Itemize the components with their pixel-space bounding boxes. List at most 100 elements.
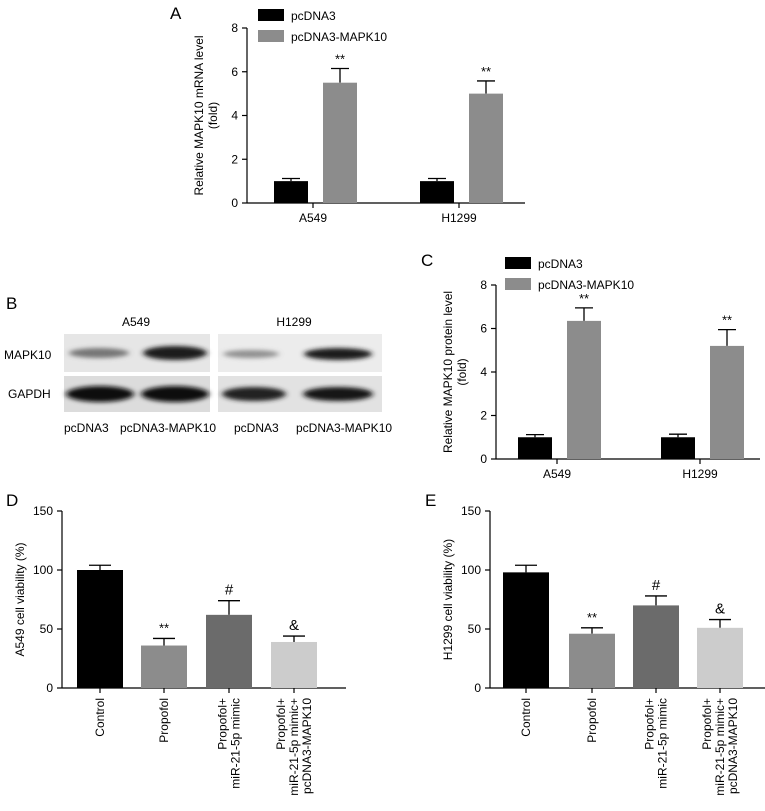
blot-band bbox=[223, 350, 279, 358]
x-tick-label: Propofol+ bbox=[274, 698, 288, 750]
y-tick-label: 0 bbox=[480, 452, 487, 466]
x-tick-label: Control bbox=[519, 698, 533, 737]
y-tick-label: 2 bbox=[231, 152, 238, 166]
bar bbox=[567, 320, 601, 459]
y-axis-label: Relative MAPK10 mRNA level bbox=[192, 35, 206, 195]
blot-band bbox=[222, 387, 286, 401]
y-tick-label: 150 bbox=[33, 504, 53, 518]
chart-d: 0 50 100 150 A549 cell viability (%) Control *… bbox=[13, 504, 346, 796]
bar bbox=[710, 345, 744, 459]
x-tick-label: A549 bbox=[543, 467, 571, 481]
blot-row-gapdh: GAPDH bbox=[8, 387, 51, 401]
y-axis-label: (fold) bbox=[455, 358, 469, 385]
x-tick-label: pcDNA3-MAPK10 bbox=[300, 698, 314, 794]
bar bbox=[77, 570, 123, 688]
x-tick-label: miR-21-5p mimic+ bbox=[713, 698, 727, 796]
bar bbox=[633, 605, 679, 688]
blot-row-mapk10: MAPK10 bbox=[4, 348, 52, 362]
chart-c: 0 2 4 6 8 Relative MAPK10 protein level (fold)… bbox=[441, 257, 760, 481]
panel-letter-b: B bbox=[6, 294, 17, 313]
western-blot: A549 H1299 MAPK10 GAPDH pcDNA3 pcDNA3-MA… bbox=[4, 315, 392, 435]
blot-group-a549: A549 bbox=[122, 315, 150, 329]
blot-band bbox=[303, 387, 373, 401]
x-tick-label: Propofol+ bbox=[643, 698, 657, 750]
y-tick-label: 4 bbox=[480, 365, 487, 379]
legend-swatch bbox=[505, 257, 531, 269]
y-axis-label: H1299 cell viability (%) bbox=[441, 539, 455, 660]
significance-label: ** bbox=[159, 620, 169, 635]
y-tick-label: 0 bbox=[46, 681, 53, 695]
blot-group-h1299: H1299 bbox=[276, 315, 312, 329]
legend-label: pcDNA3 bbox=[538, 257, 583, 271]
significance-label: ** bbox=[579, 291, 589, 306]
x-tick-label: A549 bbox=[299, 211, 327, 225]
chart-e: 0 50 100 150 H1299 cell viability (%) Control… bbox=[441, 504, 765, 796]
legend-swatch bbox=[505, 278, 531, 290]
bar bbox=[274, 181, 308, 203]
bar bbox=[323, 82, 357, 203]
panel-letter-a: A bbox=[170, 4, 182, 23]
y-tick-label: 2 bbox=[480, 409, 487, 423]
y-tick-label: 6 bbox=[231, 65, 238, 79]
legend-swatch bbox=[258, 30, 284, 42]
y-tick-label: 4 bbox=[231, 109, 238, 123]
legend-label: pcDNA3-MAPK10 bbox=[291, 30, 387, 44]
x-tick-label: Propofol+ bbox=[216, 698, 230, 750]
blot-band bbox=[66, 386, 134, 402]
blot-band bbox=[141, 386, 209, 402]
y-axis-label: Relative MAPK10 protein level bbox=[441, 291, 455, 453]
panel-letter-c: C bbox=[421, 251, 433, 270]
legend-label: pcDNA3-MAPK10 bbox=[538, 278, 634, 292]
significance-label: # bbox=[652, 577, 661, 594]
legend-label: pcDNA3 bbox=[291, 9, 336, 23]
significance-label: ** bbox=[722, 313, 732, 328]
x-tick-label: miR-21-5p mimic bbox=[656, 698, 670, 789]
y-tick-label: 100 bbox=[33, 563, 53, 577]
significance-label: ** bbox=[335, 51, 345, 66]
blot-lane-label: pcDNA3-MAPK10 bbox=[296, 421, 392, 435]
blot-lane-label: pcDNA3 bbox=[234, 421, 279, 435]
blot-lane-label: pcDNA3 bbox=[64, 421, 109, 435]
y-tick-label: 0 bbox=[231, 196, 238, 210]
x-tick-label: H1299 bbox=[441, 211, 477, 225]
y-axis-label: (fold) bbox=[206, 102, 220, 129]
bar bbox=[503, 572, 549, 688]
y-tick-label: 50 bbox=[40, 622, 54, 636]
y-tick-label: 0 bbox=[474, 681, 481, 695]
bar bbox=[569, 633, 615, 688]
blot-band bbox=[304, 348, 372, 360]
blot-band bbox=[143, 346, 207, 360]
significance-label: # bbox=[225, 582, 234, 599]
x-tick-label: pcDNA3-MAPK10 bbox=[726, 698, 740, 794]
significance-label: & bbox=[715, 601, 725, 618]
panel-letter-e: E bbox=[425, 491, 436, 510]
x-tick-label: Propofol+ bbox=[700, 698, 714, 750]
chart-a: 0 2 4 6 8 Relative MAPK10 mRNA level (fold) A54… bbox=[192, 9, 525, 225]
x-tick-label: miR-21-5p mimic bbox=[229, 698, 243, 789]
x-tick-label: miR-21-5p mimic+ bbox=[287, 698, 301, 796]
y-tick-label: 6 bbox=[480, 322, 487, 336]
blot-lane-label: pcDNA3-MAPK10 bbox=[120, 421, 216, 435]
bar bbox=[420, 181, 454, 203]
y-tick-label: 8 bbox=[480, 278, 487, 292]
bar bbox=[141, 645, 187, 688]
bar bbox=[469, 93, 503, 203]
significance-label: ** bbox=[481, 64, 491, 79]
legend-swatch bbox=[258, 9, 284, 21]
significance-label: & bbox=[289, 617, 299, 634]
bar bbox=[271, 641, 317, 688]
panel-letter-d: D bbox=[6, 491, 18, 510]
bar bbox=[697, 627, 743, 688]
x-tick-label: H1299 bbox=[682, 467, 718, 481]
x-tick-label: Propofol bbox=[585, 698, 599, 743]
significance-label: ** bbox=[587, 610, 597, 625]
y-tick-label: 100 bbox=[461, 563, 481, 577]
y-tick-label: 150 bbox=[461, 504, 481, 518]
x-tick-label: Control bbox=[93, 698, 107, 737]
y-axis-label: A549 cell viability (%) bbox=[13, 542, 27, 656]
blot-band bbox=[69, 348, 129, 358]
bar bbox=[206, 614, 252, 688]
bar bbox=[661, 437, 695, 459]
bar bbox=[518, 437, 552, 459]
